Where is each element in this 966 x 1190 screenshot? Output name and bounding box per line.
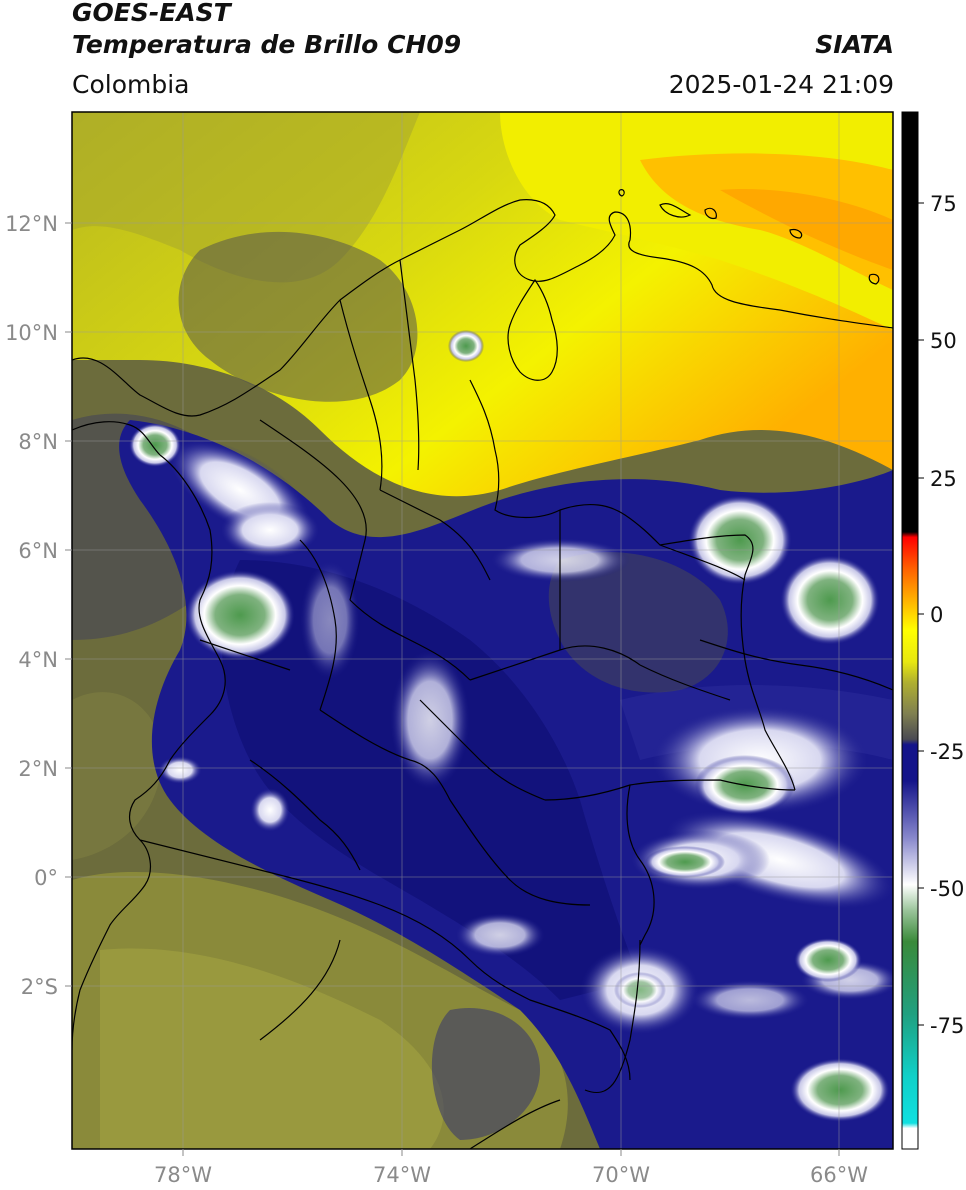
lat-tick-label: 4°N: [18, 648, 58, 672]
agency-label: SIATA: [815, 30, 894, 59]
colorbar-tick-label: 75: [930, 192, 957, 216]
lon-tick-label: 66°W: [810, 1163, 868, 1187]
lat-tick-label: 0°: [34, 866, 58, 890]
lat-tick-label: 6°N: [18, 539, 58, 563]
lat-tick-label: 2°S: [21, 975, 58, 999]
satellite-title: GOES-EAST: [72, 0, 231, 27]
colorbar-tick-label: 0: [930, 603, 943, 627]
lat-tick-label: 10°N: [5, 321, 58, 345]
colorbar-gradient: [902, 112, 918, 1149]
colorbar-tick-label: 50: [930, 329, 957, 353]
colorbar-tick-label: -50: [930, 877, 964, 901]
lon-tick-label: 78°W: [154, 1163, 212, 1187]
borders-coastlines: [72, 189, 893, 1149]
lat-tick-label: 8°N: [18, 430, 58, 454]
lon-tick-label: 70°W: [592, 1163, 650, 1187]
region-label: Colombia: [72, 70, 190, 99]
lon-tick-label: 74°W: [373, 1163, 431, 1187]
lat-axis: 12°N 10°N 8°N 6°N 4°N 2°N 0° 2°S: [5, 212, 72, 999]
colorbar: 75 50 25 0 -25 -50 -75: [901, 111, 964, 1150]
colorbar-tick-label: -75: [930, 1014, 964, 1038]
graticule: [72, 112, 893, 1149]
product-title: Temperatura de Brillo CH09: [72, 30, 462, 59]
datetime-label: 2025-01-24 21:09: [668, 70, 894, 99]
colorbar-tick-label: 25: [930, 467, 957, 491]
colorbar-tick-label: -25: [930, 740, 964, 764]
lat-tick-label: 2°N: [18, 757, 58, 781]
satellite-imagery: [72, 112, 893, 1149]
map-frame: [71, 111, 894, 1150]
lat-tick-label: 12°N: [5, 212, 58, 236]
colorbar-frame: [901, 111, 919, 1150]
lon-axis: 78°W 74°W 70°W 66°W: [154, 1149, 868, 1187]
